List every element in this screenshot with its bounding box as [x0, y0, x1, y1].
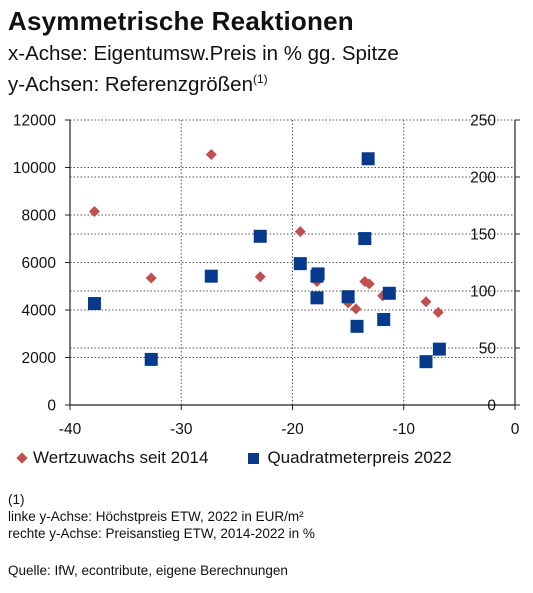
- data-point-wertzuwachs-7: [350, 303, 362, 315]
- data-point-quadratmeterpreis-1: [144, 352, 158, 366]
- chart-source: Quelle: IfW, econtribute, eigene Berechn…: [8, 563, 288, 578]
- data-point-quadratmeterpreis-13: [382, 286, 396, 300]
- legend-item-series2: Quadratmeterpreis 2022: [248, 448, 452, 468]
- right-tick-label-100: 100: [470, 284, 496, 301]
- data-point-quadratmeterpreis-14: [419, 355, 433, 369]
- data-point-quadratmeterpreis-10: [358, 232, 372, 246]
- chart-title: Asymmetrische Reaktionen: [8, 6, 354, 36]
- left-tick-label-8000: 8000: [22, 208, 57, 225]
- x-tick-label--30: -30: [170, 421, 193, 438]
- left-tick-label-12000: 12000: [13, 113, 56, 130]
- data-point-wertzuwachs-4: [294, 226, 306, 238]
- square-marker-icon: [248, 452, 260, 464]
- x-tick-label--20: -20: [281, 421, 304, 438]
- chart-legend: Wertzuwachs seit 2014 Quadratmeterpreis …: [16, 448, 492, 468]
- subtitle-y-axes-text: y-Achsen: Referenzgrößen: [8, 73, 253, 96]
- left-tick-label-2000: 2000: [22, 350, 57, 367]
- x-tick-label-0: 0: [511, 421, 520, 438]
- left-tick-label-6000: 6000: [22, 255, 57, 272]
- data-point-quadratmeterpreis-3: [253, 229, 267, 243]
- data-point-quadratmeterpreis-11: [361, 152, 375, 166]
- data-point-wertzuwachs-11: [420, 296, 432, 308]
- data-point-wertzuwachs-2: [205, 148, 217, 160]
- chart-subtitle-y-axes: y-Achsen: Referenzgrößen(1): [8, 72, 268, 97]
- right-tick-label-200: 200: [470, 170, 496, 187]
- data-point-wertzuwachs-9: [363, 278, 375, 290]
- footnote-marker: (1): [252, 72, 268, 86]
- data-point-wertzuwachs-1: [145, 272, 157, 284]
- note-line-3: rechte y-Achse: Preisanstieg ETW, 2014-2…: [8, 526, 315, 541]
- right-tick-label-150: 150: [470, 227, 496, 244]
- left-tick-label-4000: 4000: [22, 303, 57, 320]
- x-tick-label--40: -40: [59, 421, 82, 438]
- data-point-wertzuwachs-3: [254, 271, 266, 283]
- x-tick-label--10: -10: [393, 421, 416, 438]
- data-point-quadratmeterpreis-9: [350, 319, 364, 333]
- legend-item-series1: Wertzuwachs seit 2014: [16, 448, 209, 468]
- left-tick-label-10000: 10000: [13, 160, 56, 177]
- diamond-marker-icon: [16, 452, 28, 464]
- data-point-quadratmeterpreis-15: [432, 342, 446, 356]
- data-point-quadratmeterpreis-6: [311, 267, 325, 281]
- right-tick-label-0: 0: [487, 398, 496, 415]
- data-point-wertzuwachs-12: [432, 306, 444, 318]
- data-point-quadratmeterpreis-12: [377, 313, 391, 326]
- tick-labels: 0 2000 4000 6000 8000 10000 12000 0 50 100 150 200 2…: [13, 113, 520, 439]
- note-line-2: linke y-Achse: Höchstpreis ETW, 2022 in …: [8, 509, 304, 524]
- axes: [65, 119, 520, 410]
- right-tick-label-250: 250: [470, 113, 496, 130]
- left-tick-label-0: 0: [47, 398, 56, 415]
- legend-label-series1: Wertzuwachs seit 2014: [33, 448, 209, 467]
- chart-notes: (1) linke y-Achse: Höchstpreis ETW, 2022…: [8, 491, 315, 542]
- data-point-quadratmeterpreis-0: [87, 297, 101, 311]
- data-point-quadratmeterpreis-8: [341, 290, 355, 304]
- right-tick-label-50: 50: [479, 341, 497, 358]
- grid-lines: [70, 119, 515, 405]
- data-point-quadratmeterpreis-7: [310, 291, 324, 305]
- chart-subtitle-x-axis: x-Achse: Eigentumsw.Preis in % gg. Spitz…: [8, 42, 399, 65]
- note-line-1: (1): [8, 492, 25, 507]
- data-point-quadratmeterpreis-4: [293, 257, 307, 271]
- data-points: [87, 148, 446, 369]
- legend-label-series2: Quadratmeterpreis 2022: [267, 448, 452, 467]
- data-point-wertzuwachs-0: [88, 205, 100, 217]
- data-point-quadratmeterpreis-2: [204, 269, 218, 283]
